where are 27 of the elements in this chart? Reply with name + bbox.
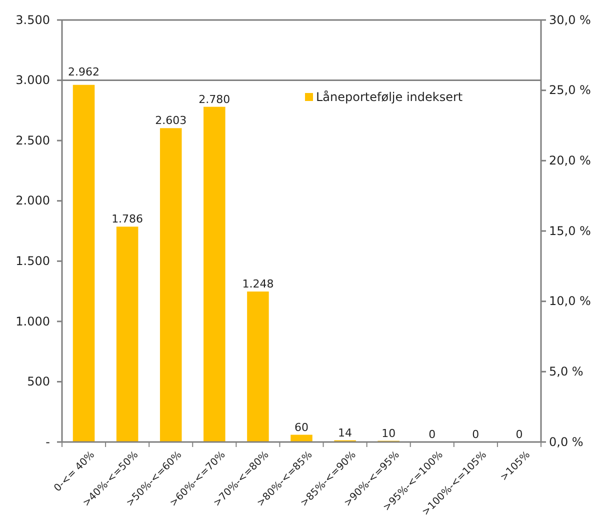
data-label: 2.962 [68,65,100,78]
y-tick-label: 1.000 [16,314,50,328]
y2-tick-label: 15,0 % [549,224,591,238]
y2-tick-label: 30,0 % [549,12,591,27]
y2-tick-label: 25,0 % [549,83,591,98]
data-label: 2.780 [198,92,230,106]
y-tick-label: - [46,434,50,449]
y2-tick-label: 10,0 % [549,294,591,308]
y-tick-label: 2.000 [16,194,50,208]
data-label: 0 [472,428,480,441]
data-label: 1.248 [242,278,274,291]
data-label: 0 [516,428,523,441]
y-tick-label: 1.500 [16,254,50,268]
y-tick-label: 2.500 [16,133,50,148]
data-label: 2.603 [155,114,187,128]
data-label: 1.786 [112,212,144,226]
data-label: 10 [382,426,396,440]
y2-tick-label: 5,0 % [549,364,584,379]
data-label: 14 [338,426,352,440]
legend-label: Låneportefølje indeksert [316,90,463,104]
data-label: 0 [428,428,436,441]
y-tick-label: 3.000 [16,73,50,88]
data-label: 60 [294,420,308,434]
y2-tick-label: 0,0 % [549,434,584,449]
y2-tick-label: 20,0 % [549,154,591,168]
y-tick-label: 3.500 [16,12,50,27]
y-tick-label: 500 [27,374,50,389]
